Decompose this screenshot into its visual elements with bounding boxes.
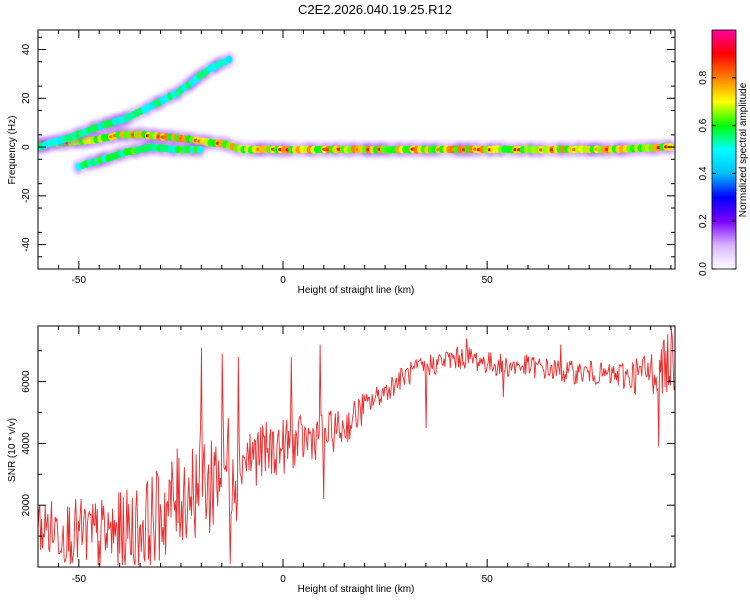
figure-title: C2E2.2026.040.19.25.R12 (298, 2, 452, 17)
spectrogram-xtick-label: 0 (280, 275, 286, 286)
spectrogram-ylabel: Frequency (Hz) (7, 116, 18, 185)
spectrogram-ticks: -50 0 50 -40 -20 0 20 40 (21, 30, 675, 286)
snr-panel: -50 0 50 2000 4000 6000 Height of straight li… (7, 325, 676, 595)
colorbar-tick-label: 0.0 (698, 262, 709, 276)
snr-ytick-label: 4000 (21, 432, 32, 455)
snr-ticks: -50 0 50 2000 4000 6000 (21, 326, 675, 585)
colorbar-tick-label: 0.6 (698, 118, 709, 132)
core-blob (196, 145, 204, 154)
colorbar-tick-label: 0.2 (698, 214, 709, 228)
spectrogram-frame (37, 29, 676, 270)
spectrogram-panel: -50 0 50 -40 -20 0 20 40 Height of straight lin… (7, 29, 676, 296)
track-core (38, 55, 233, 151)
spectrogram-marks (38, 52, 675, 174)
track-core (38, 130, 674, 154)
core-blob (225, 55, 233, 64)
spectrogram-track-upper-branch (38, 52, 235, 154)
snr-series-line (38, 329, 675, 566)
snr-background (38, 326, 675, 567)
colorbar-bar (711, 29, 737, 270)
spectrogram-xlabel: Height of straight line (km) (298, 285, 415, 296)
spectrogram-xtick-label: 50 (482, 275, 494, 286)
colorbar-tick-label: 0.4 (698, 166, 709, 180)
snr-xtick-label: 50 (482, 574, 494, 585)
colorbar-ticks: 0.0 0.2 0.4 0.6 0.8 (698, 70, 736, 276)
snr-ytick-label: 6000 (21, 370, 32, 393)
snr-xtick-label: -50 (72, 574, 87, 585)
spectrogram-xtick-label: -50 (72, 275, 87, 286)
snr-ylabel: SNR (10 * v/v) (7, 418, 18, 482)
track-core (75, 143, 204, 171)
colorbar-tick-label: 0.8 (698, 70, 709, 84)
spectrogram-ytick-label: -20 (21, 188, 32, 203)
spectrogram-ytick-label: -40 (21, 237, 32, 252)
spectrogram-ytick-label: 0 (21, 144, 32, 150)
spectrogram-track-main-echo (38, 127, 675, 157)
snr-ytick-label: 2000 (21, 494, 32, 517)
snr-xlabel: Height of straight line (km) (298, 584, 415, 595)
colorbar-label: Normalized spectral amplitude (738, 82, 749, 217)
spectrogram-ytick-label: 20 (21, 92, 32, 104)
snr-xtick-label: 0 (280, 574, 286, 585)
snr-frame (37, 325, 676, 568)
colorbar: 0.0 0.2 0.4 0.6 0.8 Normalized spectral ampl… (698, 29, 749, 276)
spectrogram-ytick-label: 40 (21, 44, 32, 56)
spectrogram-track-lower-branch (73, 140, 206, 174)
